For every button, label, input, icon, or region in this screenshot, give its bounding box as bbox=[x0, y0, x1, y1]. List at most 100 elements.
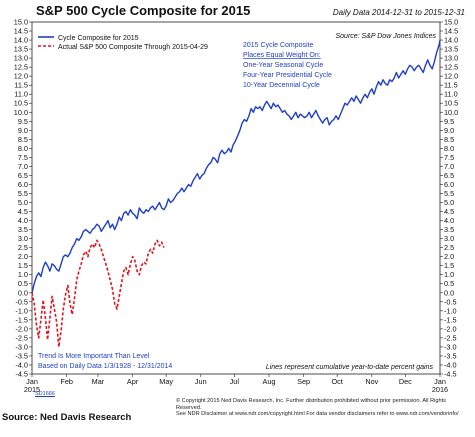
y-tick-label: 3.0 bbox=[444, 234, 454, 243]
x-tick-label: Jul bbox=[230, 377, 240, 386]
y-tick-label: 14.5 bbox=[14, 27, 28, 36]
legend-label-actual: Actual S&P 500 Composite Through 2015-04… bbox=[58, 44, 208, 51]
disclaimer-line: See NDR Disclaimer at www.ndr.com/copyri… bbox=[176, 411, 459, 417]
y-tick-label: 10.0 bbox=[444, 108, 458, 117]
y-tick-label: 11.5 bbox=[14, 81, 28, 90]
plot-frame bbox=[31, 21, 441, 375]
y-tick-label: -3.5 bbox=[15, 351, 28, 360]
y-tick-label: 12.0 bbox=[14, 72, 28, 81]
y-tick-label: 8.5 bbox=[444, 135, 454, 144]
y-tick-label: 9.5 bbox=[444, 117, 454, 126]
y-tick-label: 6.5 bbox=[444, 171, 454, 180]
y-tick-label: 8.5 bbox=[18, 135, 28, 144]
x-tick-year: 2016 bbox=[432, 385, 448, 394]
annotation-line: 10-Year Decennial Cycle bbox=[243, 82, 320, 89]
y-tick-label: 6.0 bbox=[18, 180, 28, 189]
cumulative-note: Lines represent cumulative year-to-date … bbox=[266, 364, 434, 371]
y-tick-label: 10.5 bbox=[14, 99, 28, 108]
x-tick-label: Feb bbox=[60, 377, 73, 386]
y-tick-label: 7.5 bbox=[444, 153, 454, 162]
chart-id-link[interactable]: SD1666 bbox=[35, 391, 55, 397]
x-tick-label: Jan bbox=[26, 377, 38, 386]
composite-annotation: 2015 Cycle Composite Places Equal Weight… bbox=[243, 42, 332, 89]
annotation-line: One-Year Seasonal Cycle bbox=[243, 62, 323, 69]
y-tick-label: 13.5 bbox=[14, 45, 28, 54]
y-tick-label: 0.5 bbox=[18, 279, 28, 288]
trend-note-line: Trend Is More Important Than Level bbox=[38, 353, 150, 360]
y-tick-label: -1.5 bbox=[444, 315, 457, 324]
y-tick-label: 5.0 bbox=[444, 198, 454, 207]
y-tick-label: 7.0 bbox=[18, 162, 28, 171]
x-tick-label: Dec bbox=[399, 377, 412, 386]
y-tick-label: -2.5 bbox=[15, 333, 28, 342]
y-tick-label: 1.0 bbox=[444, 270, 454, 279]
composite-line bbox=[31, 39, 441, 293]
y-tick-label: 1.5 bbox=[444, 261, 454, 270]
y-tick-label: 14.5 bbox=[444, 27, 458, 36]
x-tick-label: Apr bbox=[127, 377, 139, 386]
annotation-line: Four-Year Presidential Cycle bbox=[243, 72, 332, 79]
y-tick-label: -4.0 bbox=[15, 360, 28, 369]
y-tick-label: 2.0 bbox=[18, 252, 28, 261]
y-tick-label: 0.0 bbox=[18, 288, 28, 297]
y-axis-left: -4.5-4.0-3.5-3.0-2.5-2.0-1.5-1.0-0.50.00… bbox=[14, 18, 32, 379]
y-tick-label: -4.0 bbox=[444, 360, 457, 369]
y-tick-label: 13.0 bbox=[14, 54, 28, 63]
annotation-line: 2015 Cycle Composite bbox=[243, 42, 314, 49]
y-tick-label: 0.5 bbox=[444, 279, 454, 288]
y-tick-label: 1.0 bbox=[18, 270, 28, 279]
y-tick-label: 5.5 bbox=[18, 189, 28, 198]
copyright-line: © Copyright 2015 Ned Davis Research, Inc… bbox=[176, 398, 446, 411]
y-tick-label: 7.5 bbox=[18, 153, 28, 162]
trend-note-line: Based on Daily Data 1/3/1928 - 12/31/201… bbox=[38, 363, 172, 370]
y-tick-label: 8.0 bbox=[444, 144, 454, 153]
x-tick-label: Aug bbox=[262, 377, 275, 386]
y-tick-label: 9.0 bbox=[18, 126, 28, 135]
y-tick-label: 3.5 bbox=[18, 225, 28, 234]
y-tick-label: 14.0 bbox=[14, 36, 28, 45]
y-tick-label: 5.0 bbox=[18, 198, 28, 207]
x-tick-label: Sep bbox=[297, 377, 310, 386]
source-label: Source: S&P Dow Jones Indices bbox=[335, 33, 436, 40]
y-tick-label: 12.5 bbox=[14, 63, 28, 72]
y-tick-label: 12.0 bbox=[444, 72, 458, 81]
y-tick-label: 13.0 bbox=[444, 54, 458, 63]
y-tick-label: 15.0 bbox=[444, 18, 458, 27]
y-tick-label: 2.5 bbox=[444, 243, 454, 252]
x-tick-label: Jun bbox=[195, 377, 207, 386]
y-tick-label: -4.5 bbox=[444, 370, 457, 379]
y-tick-label: -1.0 bbox=[15, 306, 28, 315]
y-tick-label: 11.5 bbox=[444, 81, 458, 90]
y-tick-label: 11.0 bbox=[444, 90, 458, 99]
actual-sp500-line bbox=[31, 239, 165, 348]
x-tick-label: Nov bbox=[365, 377, 378, 386]
x-tick-label: May bbox=[159, 377, 173, 386]
y-tick-label: 5.5 bbox=[444, 189, 454, 198]
y-tick-label: 10.5 bbox=[444, 99, 458, 108]
chart-date-range: Daily Data 2014-12-31 to 2015-12-31 bbox=[332, 8, 465, 17]
x-tick-year: 2015 bbox=[24, 385, 40, 394]
y-tick-label: -2.0 bbox=[15, 324, 28, 333]
y-axis-right: -4.5-4.0-3.5-3.0-2.5-2.0-1.5-1.0-0.50.00… bbox=[440, 18, 458, 379]
y-tick-label: 10.0 bbox=[14, 108, 28, 117]
source-footer: Source: Ned Davis Research bbox=[2, 412, 132, 423]
copyright-notice: © Copyright 2015 Ned Davis Research, Inc… bbox=[176, 398, 468, 418]
y-tick-label: 3.0 bbox=[18, 234, 28, 243]
y-tick-label: 8.0 bbox=[18, 144, 28, 153]
y-tick-label: 7.0 bbox=[444, 162, 454, 171]
y-tick-label: 15.0 bbox=[14, 18, 28, 27]
y-tick-label: 1.5 bbox=[18, 261, 28, 270]
y-tick-label: 13.5 bbox=[444, 45, 458, 54]
y-tick-label: 4.5 bbox=[18, 207, 28, 216]
y-tick-label: 11.0 bbox=[14, 90, 28, 99]
y-tick-label: 0.0 bbox=[444, 288, 454, 297]
y-tick-label: -3.0 bbox=[15, 342, 28, 351]
y-tick-label: 9.0 bbox=[444, 126, 454, 135]
y-tick-label: 2.5 bbox=[18, 243, 28, 252]
y-tick-label: 6.5 bbox=[18, 171, 28, 180]
y-tick-label: 9.5 bbox=[18, 117, 28, 126]
y-tick-label: 12.5 bbox=[444, 63, 458, 72]
y-tick-label: 4.0 bbox=[444, 216, 454, 225]
